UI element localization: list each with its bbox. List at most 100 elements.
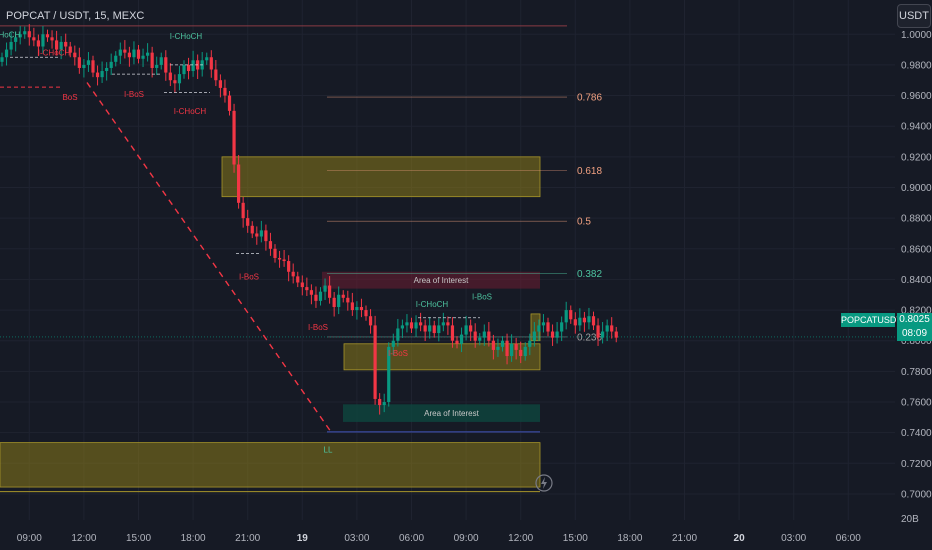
- y-tick-label: 0.8600: [901, 244, 932, 255]
- candlesticks: [0, 24, 618, 415]
- candle-body: [182, 64, 186, 75]
- structure-label: I-BoS: [388, 349, 408, 358]
- x-tick-label: 12:00: [508, 533, 533, 544]
- y-tick-label: 0.7800: [901, 367, 932, 378]
- horizontal-lines: [0, 25, 895, 493]
- candle-body: [428, 325, 432, 332]
- candle-body: [191, 60, 195, 72]
- candle-body: [146, 52, 150, 56]
- currency-unit-button[interactable]: USDT: [897, 4, 931, 28]
- y-tick-label: 0.7400: [901, 428, 932, 439]
- candle-body: [4, 49, 9, 58]
- candle-body: [64, 41, 68, 47]
- candle-body: [455, 340, 459, 344]
- candle-body: [337, 294, 341, 308]
- candle-body: [328, 285, 332, 298]
- y-tick-label: 0.8800: [901, 214, 932, 225]
- structure-label: I-BoS: [308, 323, 328, 332]
- candle-body: [560, 322, 564, 332]
- candle-body: [259, 230, 263, 237]
- candle-body: [423, 325, 427, 332]
- x-tick-label: 06:00: [836, 533, 861, 544]
- candle-body: [496, 346, 500, 350]
- symbol-badge: POPCATUSDT: [841, 313, 902, 327]
- candle-body: [100, 71, 104, 78]
- candle-body: [282, 259, 286, 262]
- candle-body: [491, 340, 495, 350]
- candle-body: [450, 325, 455, 341]
- candle-body: [227, 95, 232, 111]
- y-tick-label: 1.0000: [901, 30, 932, 41]
- x-tick-label: 19: [297, 533, 309, 544]
- candle-body: [68, 46, 72, 53]
- candle-body: [123, 49, 127, 53]
- candle-body: [605, 325, 609, 332]
- fib-label: 0.382: [577, 269, 602, 280]
- candle-body: [396, 328, 400, 341]
- structure-label: I-BoS: [239, 272, 259, 281]
- candle-body: [591, 316, 596, 326]
- y-tick-label: 0.8000: [901, 336, 932, 347]
- candle-body: [250, 225, 254, 234]
- y-tick-label: 0.9800: [901, 60, 932, 71]
- candle-body: [23, 31, 27, 35]
- x-tick-label: 06:00: [399, 533, 424, 544]
- candle-body: [55, 40, 59, 50]
- candle-body: [0, 57, 4, 62]
- candle-body: [582, 317, 586, 323]
- candle-body: [346, 297, 350, 303]
- candle-body: [514, 343, 518, 350]
- candle-body: [255, 233, 259, 237]
- candle-body: [569, 310, 573, 320]
- chart-zones: Area of Interest Area of Interest: [0, 156, 541, 488]
- candle-body: [136, 49, 141, 59]
- candle-body: [573, 319, 577, 326]
- x-tick-label: 21:00: [235, 533, 260, 544]
- candle-body: [350, 302, 354, 311]
- candle-body: [291, 271, 295, 277]
- y-tick-label: 0.7200: [901, 459, 932, 470]
- candle-body: [132, 49, 136, 58]
- candle-body: [532, 331, 536, 341]
- candle-body: [614, 331, 618, 338]
- candle-body: [601, 331, 605, 338]
- candle-body: [264, 230, 268, 242]
- volume-scale-label: 20B: [901, 514, 919, 525]
- candle-body: [105, 67, 109, 72]
- candle-body: [164, 57, 168, 73]
- last-price: 0.8025: [899, 314, 930, 325]
- candle-body: [318, 291, 323, 301]
- candle-body: [541, 322, 546, 326]
- y-tick-label: 0.7600: [901, 398, 932, 409]
- lightning-icon[interactable]: [535, 474, 553, 492]
- zone-label: Area of Interest: [424, 409, 479, 418]
- candle-body: [109, 61, 113, 68]
- x-tick-label: 20: [734, 533, 746, 544]
- fib-label: 0.786: [577, 93, 602, 104]
- structure-label: BoS: [62, 93, 77, 102]
- x-tick-label: 15:00: [563, 533, 588, 544]
- candle-body: [391, 340, 395, 347]
- candle-body: [95, 72, 100, 78]
- candle-body: [355, 307, 359, 311]
- zone-box: [221, 156, 541, 198]
- price-axis: 1.0000 0.9800 0.9600 0.9400 0.9200 0.9000 0.88…: [901, 30, 932, 525]
- candle-body: [141, 55, 145, 59]
- bar-countdown: 08:09: [901, 328, 928, 339]
- candle-body: [373, 325, 377, 399]
- candle-body: [41, 34, 45, 47]
- x-tick-label: 12:00: [71, 533, 96, 544]
- candle-body: [446, 322, 450, 326]
- candle-body: [473, 331, 477, 341]
- candle-body: [537, 325, 541, 332]
- candle-body: [50, 37, 54, 41]
- candle-body: [482, 331, 486, 338]
- zone-box: [343, 404, 540, 422]
- candle-body: [419, 322, 423, 326]
- structure-label: I-BoS: [124, 90, 144, 99]
- candle-body: [296, 276, 300, 283]
- x-tick-label: 18:00: [181, 533, 206, 544]
- candle-body: [73, 52, 77, 58]
- candle-body: [246, 218, 250, 226]
